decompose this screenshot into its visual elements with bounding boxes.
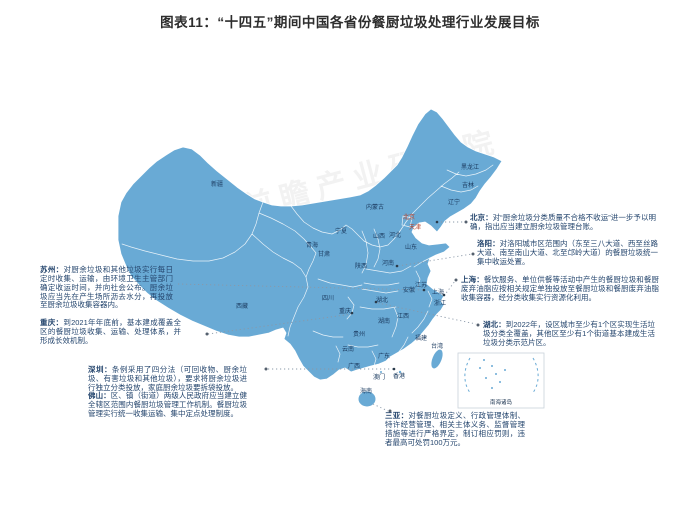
province-label-海南: 海南 [360, 387, 372, 395]
annotation-text: 到2021年年底前，基本建成覆盖全区的餐厨垃圾收集、运输、处理体系，并形成长效机… [40, 318, 182, 345]
annotation-city-label: 上海： [461, 275, 484, 284]
annotation-beijing: 北京：对“厨余垃圾分类质量不合格不收运”进一步予以明确，指出应当建立厨余垃圾管理… [470, 213, 656, 232]
province-label-四川: 四川 [322, 295, 334, 302]
annotation-city-label: 湖北： [483, 320, 506, 329]
province-label-河南: 河南 [382, 259, 394, 267]
province-label-西藏: 西藏 [236, 302, 248, 310]
province-label-天津: 天津 [409, 224, 421, 231]
province-borders [121, 164, 494, 367]
province-label-重庆: 重庆 [339, 307, 351, 315]
province-label-湖北: 湖北 [376, 296, 388, 304]
province-label-吉林: 吉林 [462, 181, 474, 189]
province-label-广东: 广东 [378, 352, 390, 360]
province-label-台湾: 台湾 [431, 342, 443, 350]
annotation-city-label: 洛阳： [477, 239, 500, 248]
annotation-city-label: 佛山： [88, 391, 111, 400]
annotation-shanghai: 上海：餐饮服务、单位供餐等活动中产生的餐厨垃圾和餐厨废弃油脂应按相关规定单独投放… [461, 275, 660, 303]
province-label-浙江: 浙江 [434, 299, 446, 307]
province-label-北京: 北京 [403, 213, 415, 221]
annotation-foshan: 佛山：区、镇（街道）两级人民政府应当建立健全辖区范围内餐厨垃圾管理工作机制。餐厨… [88, 391, 248, 419]
annotation-chongqing: 重庆：到2021年年底前，基本建成覆盖全区的餐厨垃圾收集、运输、处理体系，并形成… [40, 318, 182, 346]
annotation-text: 到2022年，设区城市至少有1个区实现生活垃圾分类全覆盖，其他区至少有1个街道基… [483, 320, 656, 347]
inset-label: 南海诸岛 [490, 398, 513, 406]
annotation-shenzhen: 深圳：条例采用了四分法（可回收物、厨余垃圾、有害垃圾和其他垃圾），要求将厨余垃圾… [88, 365, 247, 393]
figure-title: 图表11：“十四五”期间中国各省份餐厨垃圾处理行业发展目标 [160, 15, 540, 30]
annotation-text: 对厨余垃圾和其他垃圾实行每日定时收集、运输，由环境卫生主管部门确定收运时间，并向… [40, 265, 173, 310]
connector-lines [177, 221, 477, 412]
province-label-甘肃: 甘肃 [318, 250, 330, 258]
province-label-贵州: 贵州 [353, 330, 365, 338]
province-label-江苏: 江苏 [415, 281, 427, 289]
annotation-text: 条例采用了四分法（可回收物、厨余垃圾、有害垃圾和其他垃圾），要求将厨余垃圾进行独… [88, 365, 247, 392]
annotation-city-label: 三亚： [385, 411, 409, 420]
taiwan-island [431, 349, 443, 369]
annotation-bullets [205, 220, 480, 413]
annotation-city-label: 重庆： [40, 318, 64, 327]
connector-map-dots [350, 220, 446, 371]
province-label-安徽: 安徽 [403, 286, 415, 294]
province-label-黑龙江: 黑龙江 [461, 163, 479, 171]
province-label-宁夏: 宁夏 [335, 227, 347, 235]
province-label-福建: 福建 [415, 334, 427, 342]
province-label-山东: 山东 [405, 243, 417, 251]
annotation-text: 区、镇（街道）两级人民政府应当建立健全辖区范围内餐厨垃圾管理工作机制。餐厨垃圾管… [88, 391, 248, 418]
annotation-text: 餐饮服务、单位供餐等活动中产生的餐厨垃圾和餐厨废弃油脂应按相关规定单独投放至餐厨… [461, 275, 660, 302]
province-label-河北: 河北 [389, 231, 401, 239]
province-label-上海: 上海 [432, 288, 444, 296]
province-label-广西: 广西 [348, 362, 360, 370]
province-label-青海: 青海 [306, 241, 318, 249]
annotation-city-label: 苏州： [40, 265, 64, 274]
macau-dot [380, 371, 382, 373]
annotation-city-label: 深圳： [88, 365, 112, 374]
hongkong-dot [398, 370, 402, 374]
annotation-city-label: 北京： [470, 213, 493, 222]
province-label-云南: 云南 [342, 345, 354, 353]
province-label-辽宁: 辽宁 [448, 198, 460, 206]
annotation-text: 对洛阳城市区范围内（东至三八大道、西至丝路大道、南至南山大道、北至邙岭大道）的餐… [477, 239, 659, 266]
province-label-新疆: 新疆 [211, 180, 223, 188]
province-label-澳门: 澳门 [373, 373, 385, 381]
province-label-湖南: 湖南 [378, 317, 390, 325]
annotation-text: 对“厨余垃圾分类质量不合格不收运”进一步予以明确，指出应当建立厨余垃圾管理台账。 [470, 213, 656, 231]
province-label-山西: 山西 [373, 232, 385, 240]
annotation-suzhou: 苏州：对厨余垃圾和其他垃圾实行每日定时收集、运输，由环境卫生主管部门确定收运时间… [40, 265, 173, 310]
hainan-island [358, 391, 376, 407]
annotation-hubei: 湖北：到2022年，设区城市至少有1个区实现生活垃圾分类全覆盖，其他区至少有1个… [483, 320, 656, 348]
china-outline [117, 108, 503, 381]
province-label-内蒙古: 内蒙古 [366, 203, 384, 211]
south-china-sea-inset: 南海诸岛 [457, 352, 545, 409]
province-label-香港: 香港 [393, 372, 405, 380]
province-label-江西: 江西 [397, 313, 409, 320]
annotation-luoyang: 洛阳：对洛阳城市区范围内（东至三八大道、西至丝路大道、南至南山大道、北至邙岭大道… [477, 239, 659, 267]
annotation-text: 对餐厨垃圾定义、行政管理体制、特许经营管理、相关主体义务、监督管理措施等进行严格… [385, 411, 526, 447]
annotation-sanya: 三亚：对餐厨垃圾定义、行政管理体制、特许经营管理、相关主体义务、监督管理措施等进… [385, 411, 526, 447]
province-label-陕西: 陕西 [355, 262, 367, 270]
